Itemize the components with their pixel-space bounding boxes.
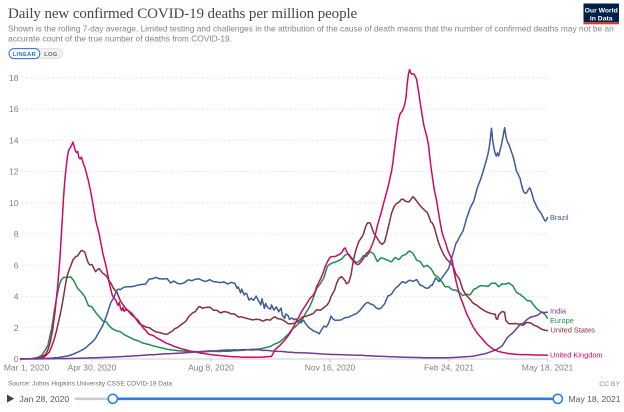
svg-text:Mar 1, 2020: Mar 1, 2020 [4, 363, 50, 373]
svg-text:in Data: in Data [590, 15, 613, 22]
svg-text:CC BY: CC BY [599, 381, 620, 388]
svg-text:accurate count of the true num: accurate count of the true number of dea… [8, 34, 232, 44]
svg-text:Jan 28, 2020: Jan 28, 2020 [20, 394, 70, 404]
svg-text:Source: Johns Hopkins Universi: Source: Johns Hopkins University CSSE CO… [8, 381, 172, 388]
svg-text:Nov 16, 2020: Nov 16, 2020 [305, 363, 356, 373]
svg-text:16: 16 [9, 104, 19, 114]
svg-text:India: India [550, 307, 567, 316]
svg-text:LINEAR: LINEAR [13, 52, 37, 58]
svg-text:Our World: Our World [585, 8, 618, 15]
svg-text:12: 12 [9, 167, 19, 177]
svg-text:Feb 24, 2021: Feb 24, 2021 [424, 363, 474, 373]
svg-text:Daily new confirmed COVID-19 d: Daily new confirmed COVID-19 deaths per … [8, 6, 358, 22]
svg-text:Aug 8, 2020: Aug 8, 2020 [188, 363, 234, 373]
svg-text:14: 14 [9, 135, 19, 145]
svg-text:18: 18 [9, 73, 19, 83]
svg-text:10: 10 [9, 198, 19, 208]
svg-text:Apr 30, 2020: Apr 30, 2020 [68, 363, 117, 373]
svg-text:May 18, 2021: May 18, 2021 [569, 394, 621, 404]
svg-text:May 18, 2021: May 18, 2021 [522, 363, 574, 373]
svg-text:United States: United States [551, 326, 596, 335]
svg-text:United Kingdom: United Kingdom [550, 351, 603, 360]
svg-text:LOG: LOG [44, 52, 58, 58]
svg-text:4: 4 [14, 292, 19, 302]
svg-text:2: 2 [14, 323, 19, 333]
svg-text:Shown is the rolling 7-day ave: Shown is the rolling 7-day average. Limi… [8, 24, 614, 34]
svg-text:Europe: Europe [550, 316, 574, 325]
svg-text:6: 6 [14, 260, 19, 270]
svg-text:8: 8 [14, 229, 19, 239]
svg-text:0: 0 [14, 354, 19, 364]
svg-text:Brazil: Brazil [550, 213, 569, 222]
